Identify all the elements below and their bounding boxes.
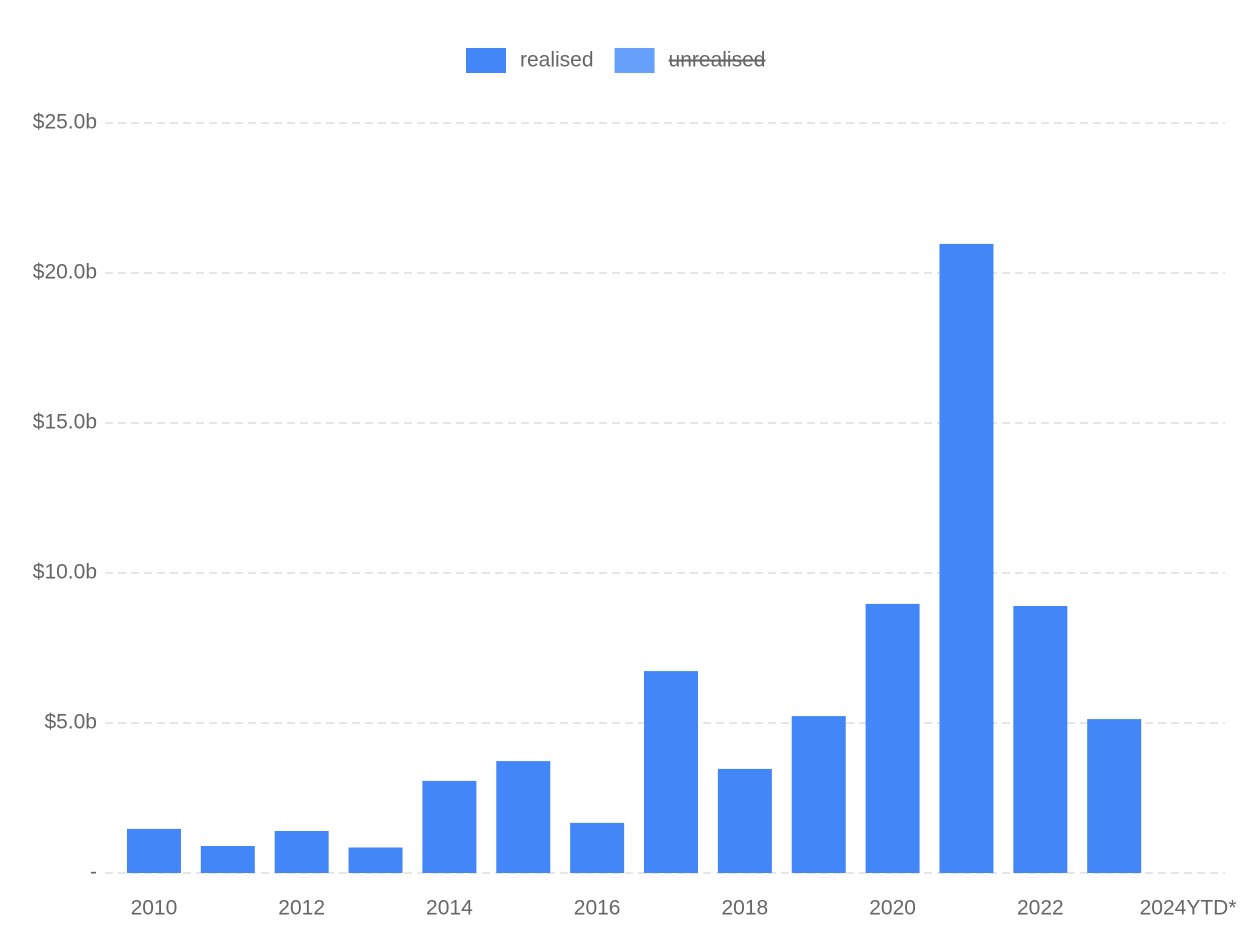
bar: [348, 847, 403, 873]
bar: [274, 831, 329, 873]
y-tick-label: $15.0b: [33, 411, 97, 434]
bar: [422, 780, 477, 873]
x-tick-label: 2012: [278, 897, 325, 920]
x-tick-label: 2024YTD*: [1140, 897, 1237, 920]
x-tick-label: 2018: [722, 897, 769, 920]
x-tick-label: 2016: [574, 897, 621, 920]
bar: [570, 822, 625, 873]
bar: [644, 671, 698, 873]
bar: [496, 761, 551, 873]
legend-swatch[interactable]: [466, 48, 506, 73]
x-tick-label: 2022: [1017, 897, 1064, 920]
bar: [939, 243, 994, 873]
y-tick-label: $10.0b: [33, 561, 97, 584]
legend-swatch[interactable]: [614, 48, 655, 73]
legend-label[interactable]: realised: [520, 49, 594, 72]
y-tick-label: $5.0b: [44, 711, 97, 734]
x-tick-label: 2014: [426, 897, 473, 920]
y-tick-label: $25.0b: [33, 111, 97, 134]
bar: [126, 828, 181, 873]
bar: [865, 603, 920, 873]
x-tick-label: 2020: [869, 897, 916, 920]
bar: [200, 846, 255, 873]
bar: [1087, 719, 1142, 873]
y-tick-label: -: [90, 861, 97, 884]
bar: [1013, 606, 1068, 873]
bar: [791, 716, 846, 873]
y-tick-label: $20.0b: [33, 261, 97, 284]
x-tick-label: 2010: [131, 897, 178, 920]
bar: [717, 768, 772, 873]
legend-label[interactable]: unrealised: [669, 49, 766, 72]
